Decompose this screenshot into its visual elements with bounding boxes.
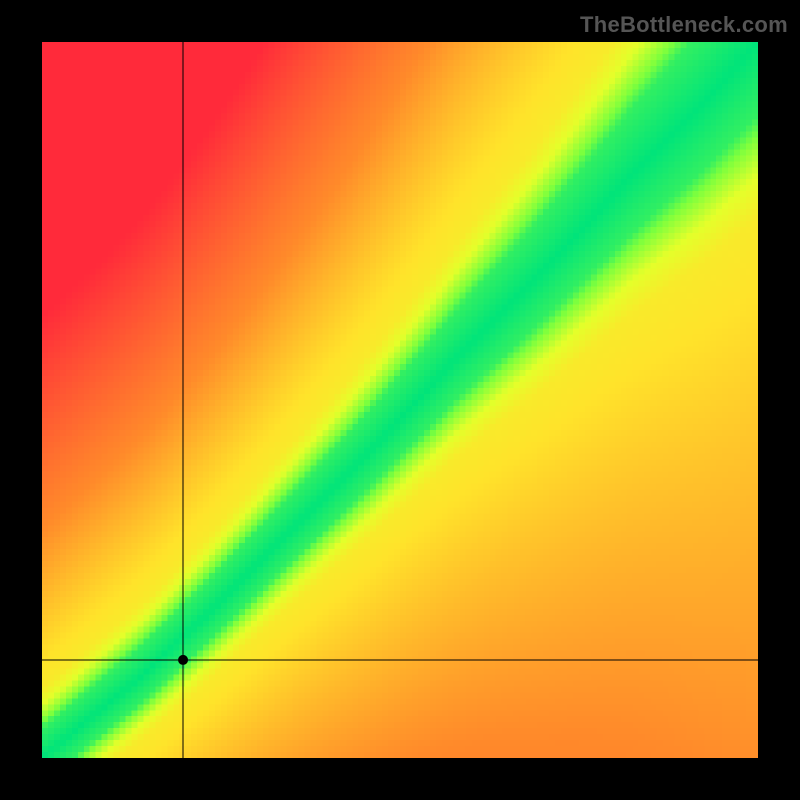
crosshair-overlay <box>0 0 800 800</box>
crosshair-dot <box>178 655 188 665</box>
watermark-text: TheBottleneck.com <box>580 12 788 38</box>
